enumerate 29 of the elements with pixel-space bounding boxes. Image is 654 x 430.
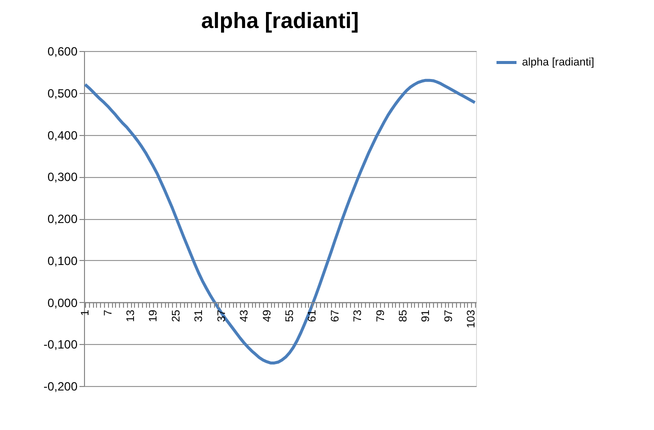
x-tick-label: 13 [125, 310, 138, 322]
x-tick-label: 73 [352, 310, 364, 322]
y-tick-label: 0,300 [47, 170, 78, 184]
legend-label: alpha [radianti] [522, 56, 594, 68]
y-tick-label: 0,000 [47, 296, 78, 310]
x-tick-label: 91 [420, 310, 432, 322]
x-tick-label: 79 [374, 310, 387, 322]
x-tick-label: 61 [306, 310, 319, 322]
x-tick-label: 85 [397, 310, 410, 322]
x-tick-label: 49 [261, 310, 274, 322]
x-tick-label: 43 [238, 310, 251, 322]
x-tick-label: 25 [170, 310, 182, 322]
x-tick-label: 103 [466, 310, 478, 328]
y-tick-label: 0,500 [47, 86, 78, 100]
x-tick-label: 97 [442, 310, 455, 322]
x-tick-label: 55 [284, 310, 296, 322]
y-tick-label: 0,200 [47, 212, 78, 226]
x-tick-label: 37 [216, 310, 228, 322]
y-tick-label: 0,600 [47, 44, 78, 58]
x-tick-label: 31 [193, 310, 206, 322]
chart-title: alpha [radianti] [201, 8, 359, 33]
x-tick-label: 67 [329, 310, 342, 322]
x-tick-label: 1 [80, 310, 92, 316]
y-tick-label: 0,100 [47, 254, 78, 268]
x-tick-label: 7 [102, 310, 114, 316]
y-tick-label: 0,400 [47, 128, 78, 142]
x-tick-label: 19 [148, 310, 160, 322]
y-tick-label: -0,100 [43, 338, 78, 352]
y-tick-label: -0,200 [43, 380, 78, 394]
